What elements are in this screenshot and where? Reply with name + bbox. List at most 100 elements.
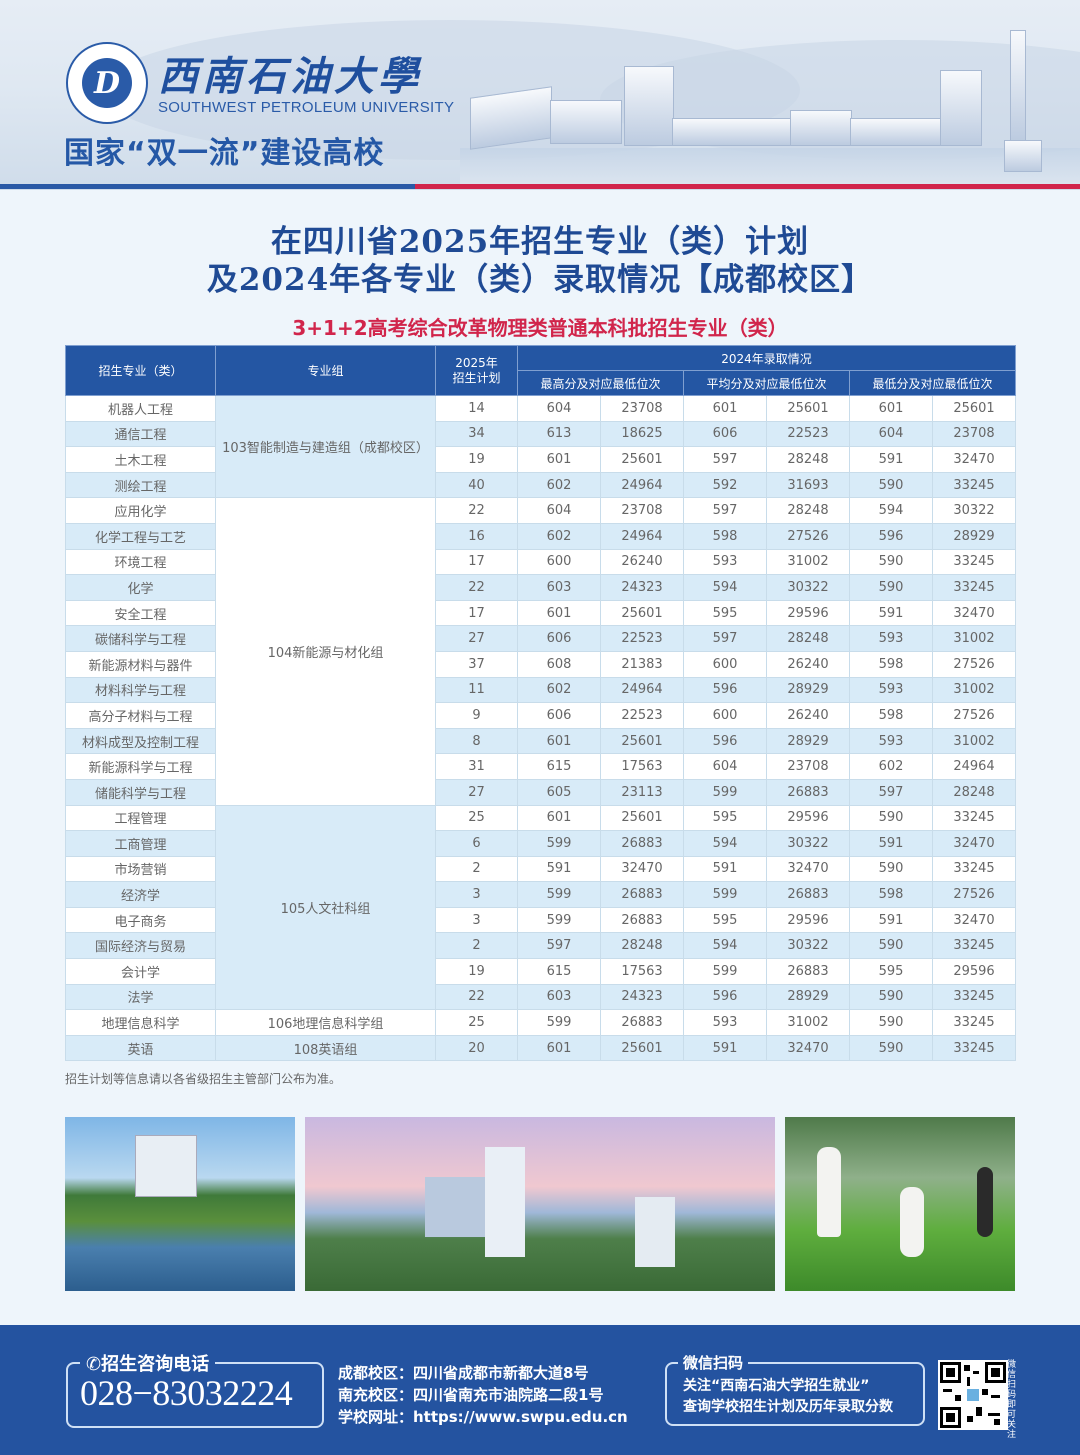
phone-number[interactable]: 028−83032224 [80, 1373, 293, 1413]
max-rank-cell: 26883 [600, 906, 684, 934]
group-cell: 108英语组 [215, 1034, 436, 1062]
min-score-cell: 595 [849, 958, 933, 985]
min-score-cell: 591 [849, 830, 933, 857]
table-row: 土木工程 19 601 25601 597 28248 591 32470 [65, 446, 1017, 473]
divider-red [415, 184, 1080, 189]
campus-skyline-photo [305, 1117, 775, 1291]
plan-cell: 2 [435, 855, 518, 883]
slogan: 国家“双一流”建设高校 [64, 136, 385, 171]
phone-icon: ✆ [86, 1354, 102, 1375]
avg-rank-cell: 22523 [766, 420, 850, 448]
min-score-cell: 604 [849, 420, 933, 448]
min-rank-cell: 33245 [931, 804, 1017, 832]
header-group: 专业组 [215, 345, 436, 396]
major-cell: 化学 [65, 574, 216, 601]
max-score-cell: 603 [517, 983, 601, 1011]
max-rank-cell: 23113 [600, 778, 684, 806]
table-row: 市场营销 2 591 32470 591 32470 590 33245 [65, 855, 1017, 883]
max-score-cell: 599 [517, 830, 601, 857]
university-name-cn: 西南石油大學 [158, 53, 422, 100]
avg-rank-cell: 28929 [766, 676, 850, 704]
avg-score-cell: 601 [683, 395, 767, 422]
table-row: 环境工程 17 600 26240 593 31002 590 33245 [65, 548, 1017, 576]
table-note: 招生计划等信息请以各省级招生主管部门公布为准。 [65, 1072, 342, 1086]
avg-score-cell: 593 [683, 1009, 767, 1036]
table-row: 地理信息科学 106地理信息科学组 25 599 26883 593 31002 590 332… [65, 1009, 1017, 1036]
max-rank-cell: 26883 [600, 1009, 684, 1036]
header-major: 招生专业（类） [65, 345, 216, 396]
plan-cell: 22 [435, 574, 518, 601]
group-cell: 106地理信息科学组 [215, 1009, 436, 1036]
plan-cell: 34 [435, 420, 518, 448]
header-avg: 平均分及对应最低位次 [683, 370, 850, 396]
avg-rank-cell: 26883 [766, 881, 850, 908]
min-rank-cell: 25601 [931, 395, 1017, 422]
min-rank-cell: 31002 [931, 727, 1017, 755]
min-score-cell: 597 [849, 778, 933, 806]
major-cell: 材料科学与工程 [65, 676, 216, 704]
plan-cell: 16 [435, 522, 518, 550]
major-cell: 英语 [65, 1034, 216, 1062]
major-cell: 地理信息科学 [65, 1009, 216, 1036]
min-rank-cell: 33245 [931, 1009, 1017, 1036]
table-row: 化学 22 603 24323 594 30322 590 33245 [65, 574, 1017, 601]
min-rank-cell: 31002 [931, 676, 1017, 704]
min-score-cell: 598 [849, 702, 933, 729]
max-rank-cell: 17563 [600, 958, 684, 985]
website-link[interactable]: 学校网址：https://www.swpu.edu.cn [338, 1408, 628, 1426]
max-score-cell: 591 [517, 855, 601, 883]
plan-cell: 31 [435, 753, 518, 780]
avg-score-cell: 606 [683, 420, 767, 448]
table-row: 测绘工程 40 602 24964 592 31693 590 33245 [65, 471, 1017, 499]
min-rank-cell: 32470 [931, 446, 1017, 473]
max-score-cell: 604 [517, 497, 601, 524]
avg-rank-cell: 30322 [766, 830, 850, 857]
max-score-cell: 604 [517, 395, 601, 422]
table-row: 碳储科学与工程 27 606 22523 597 28248 593 31002 [65, 625, 1017, 652]
major-cell: 环境工程 [65, 548, 216, 576]
page-title-line1: 在四川省2025年招生专业（类）计划 [270, 224, 810, 260]
min-score-cell: 593 [849, 625, 933, 652]
plan-cell: 22 [435, 497, 518, 524]
min-score-cell: 590 [849, 574, 933, 601]
min-rank-cell: 33245 [931, 471, 1017, 499]
min-rank-cell: 28929 [931, 522, 1017, 550]
max-score-cell: 602 [517, 676, 601, 704]
students-music-photo [785, 1117, 1015, 1291]
min-score-cell: 591 [849, 599, 933, 627]
plan-cell: 11 [435, 676, 518, 704]
qr-code-icon[interactable] [938, 1360, 1008, 1430]
max-rank-cell: 25601 [600, 727, 684, 755]
plan-cell: 3 [435, 906, 518, 934]
header-banner [0, 0, 1080, 190]
avg-rank-cell: 27526 [766, 522, 850, 550]
table-row: 化学工程与工艺 16 602 24964 598 27526 596 28929 [65, 522, 1017, 550]
max-rank-cell: 24964 [600, 522, 684, 550]
major-cell: 工商管理 [65, 830, 216, 857]
plan-cell: 17 [435, 599, 518, 627]
avg-score-cell: 594 [683, 574, 767, 601]
max-score-cell: 600 [517, 548, 601, 576]
max-score-cell: 606 [517, 625, 601, 652]
page-title-line2: 及2024年各专业（类）录取情况【成都校区】 [206, 262, 874, 298]
plan-cell: 37 [435, 650, 518, 678]
min-rank-cell: 27526 [931, 881, 1017, 908]
table-row: 机器人工程 103智能制造与建造组（成都校区） 14 604 23708 601 25601… [65, 394, 1017, 499]
major-cell: 储能科学与工程 [65, 778, 216, 806]
plan-cell: 14 [435, 395, 518, 422]
page-subtitle: 3+1+2高考综合改革物理类普通本科批招生专业（类） [292, 316, 788, 340]
avg-score-cell: 599 [683, 881, 767, 908]
avg-score-cell: 595 [683, 804, 767, 832]
min-score-cell: 591 [849, 906, 933, 934]
min-rank-cell: 23708 [931, 420, 1017, 448]
max-rank-cell: 26883 [600, 830, 684, 857]
max-rank-cell: 17563 [600, 753, 684, 780]
table-row: 安全工程 17 601 25601 595 29596 591 32470 [65, 599, 1017, 627]
major-cell: 电子商务 [65, 906, 216, 934]
avg-score-cell: 597 [683, 446, 767, 473]
avg-score-cell: 600 [683, 702, 767, 729]
table-body: 机器人工程 103智能制造与建造组（成都校区） 14 604 23708 601 25601… [65, 394, 1017, 1062]
avg-rank-cell: 30322 [766, 932, 850, 960]
plan-cell: 6 [435, 830, 518, 857]
major-cell: 土木工程 [65, 446, 216, 473]
